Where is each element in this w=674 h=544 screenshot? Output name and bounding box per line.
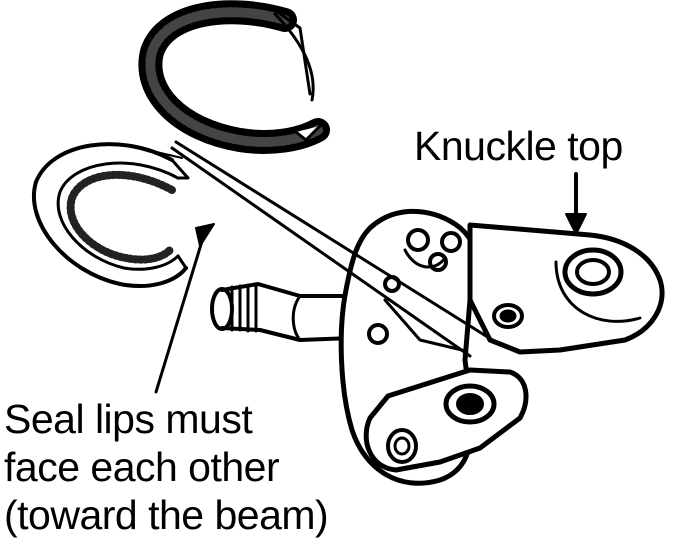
seal-lips-note: Seal lips must face each other (toward t… — [4, 395, 329, 539]
upper-seal-ring — [138, 0, 330, 154]
seal-leader-arrowhead — [195, 223, 215, 247]
knuckle-top-arrow — [565, 172, 587, 235]
seal-leader-lines — [154, 140, 488, 394]
lower-knuckle-arm — [363, 367, 529, 473]
seal-note-line-3: (toward the beam) — [4, 492, 329, 538]
seal-note-line-1: Seal lips must — [4, 396, 253, 442]
seal-note-line-2: face each other — [4, 444, 280, 490]
upper-knuckle-arm — [467, 222, 665, 355]
knuckle-top-label: Knuckle top — [414, 123, 623, 169]
lower-seal-ring — [32, 142, 190, 289]
spindle-shaft — [210, 282, 354, 342]
